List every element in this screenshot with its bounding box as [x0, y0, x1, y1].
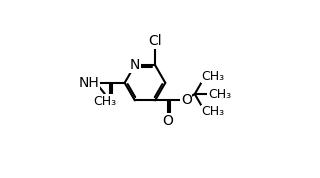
- Text: Cl: Cl: [148, 34, 162, 48]
- Text: O: O: [181, 93, 192, 107]
- Text: CH₃: CH₃: [93, 95, 116, 108]
- Text: O: O: [107, 96, 117, 110]
- Text: CH₃: CH₃: [208, 88, 231, 101]
- Text: NH: NH: [78, 76, 99, 90]
- Text: CH₃: CH₃: [202, 70, 225, 83]
- Text: CH₃: CH₃: [202, 105, 225, 118]
- Text: N: N: [130, 58, 140, 72]
- Text: O: O: [163, 114, 173, 128]
